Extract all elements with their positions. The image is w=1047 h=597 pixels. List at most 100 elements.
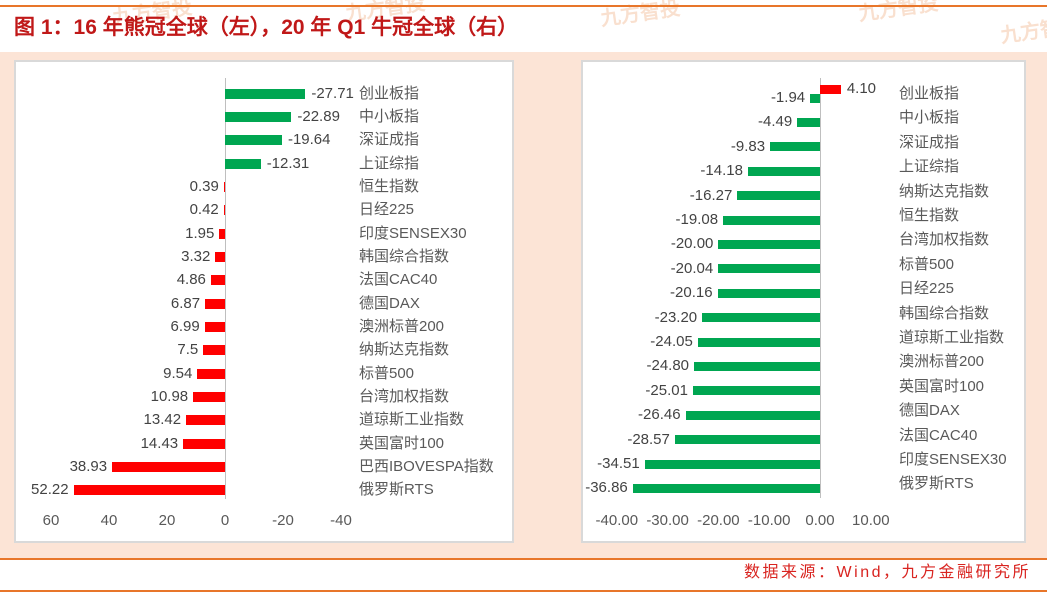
category-label: 俄罗斯RTS <box>359 481 434 499</box>
category-label: 英国富时100 <box>899 377 985 395</box>
value-label: -24.05 <box>650 333 693 350</box>
value-label: 7.5 <box>177 341 199 359</box>
value-label: 1.95 <box>185 224 215 242</box>
category-label: 上证综指 <box>359 154 420 172</box>
bar <box>747 166 820 176</box>
bar <box>225 111 292 122</box>
bar <box>219 228 225 239</box>
category-label: 台湾加权指数 <box>359 388 450 406</box>
zero-axis-line <box>820 78 821 498</box>
category-label: 中小板指 <box>359 107 420 125</box>
value-label: -23.20 <box>654 308 698 326</box>
category-label: 俄罗斯RTS <box>899 475 974 493</box>
category-label: 印度SENSEX30 <box>899 451 1007 468</box>
axis-tick-label: 40 <box>100 512 118 529</box>
value-label: 13.42 <box>143 411 182 429</box>
category-label: 澳洲标普200 <box>359 318 445 335</box>
bar <box>225 135 282 146</box>
value-label: -1.94 <box>770 89 806 106</box>
bar <box>797 117 820 127</box>
value-label: -25.01 <box>645 381 688 399</box>
bar <box>210 275 225 286</box>
value-label: -28.57 <box>627 430 670 448</box>
figure-title: 图 1：16 年熊冠全球（左），20 年 Q1 牛冠全球（右） <box>14 16 519 39</box>
category-label: 道琼斯工业指数 <box>899 329 1005 346</box>
value-label: -36.86 <box>585 479 628 497</box>
bar <box>697 337 820 347</box>
category-label: 日经225 <box>359 201 415 219</box>
value-label: 0.42 <box>189 201 219 219</box>
category-label: 创业板指 <box>359 84 420 102</box>
bar <box>225 88 306 99</box>
bar <box>737 191 820 201</box>
bar <box>632 483 820 493</box>
bar <box>197 368 225 379</box>
category-label: 德国DAX <box>899 402 960 420</box>
value-label: -4.49 <box>757 113 793 131</box>
bar <box>694 361 820 371</box>
bar <box>186 415 225 426</box>
axis-tick-label: 0 <box>220 512 230 529</box>
value-label: 4.86 <box>176 271 206 289</box>
bar <box>674 435 820 445</box>
right-chart-panel: 创业板指 4.10 -1.94 中小板指 -4.49 深证成指 -9.83 上证综指 -14.1… <box>581 60 1026 543</box>
value-label: -20.16 <box>670 284 713 302</box>
category-label: 巴西IBOVESPA指数 <box>359 458 494 476</box>
value-label: 6.87 <box>170 294 201 312</box>
value-label: 0.39 <box>189 177 219 195</box>
value-label: 6.99 <box>170 318 200 335</box>
value-label: -34.51 <box>597 455 640 472</box>
category-label: 恒生指数 <box>359 177 420 195</box>
bar <box>183 438 225 449</box>
category-label: 上证综指 <box>899 158 960 176</box>
bottom-divider-line <box>0 590 1047 592</box>
value-label: 9.54 <box>163 364 193 382</box>
bar <box>718 264 820 274</box>
axis-tick-label: 0.00 <box>805 512 835 529</box>
category-label: 恒生指数 <box>899 207 960 224</box>
bar <box>717 288 820 298</box>
zero-axis-line <box>225 78 226 499</box>
brand-watermark: 九方智投 <box>857 0 940 26</box>
bar <box>193 392 225 403</box>
axis-tick-label: 60 <box>42 512 60 529</box>
value-label: -20.00 <box>670 235 714 253</box>
category-label: 法国CAC40 <box>359 271 438 289</box>
category-label: 韩国综合指数 <box>899 304 990 322</box>
value-label: -14.18 <box>700 162 743 180</box>
value-label: -27.71 <box>311 84 354 102</box>
bar <box>685 410 820 420</box>
category-label: 创业板指 <box>899 85 960 102</box>
value-label: 4.10 <box>846 80 877 97</box>
value-label: 10.98 <box>150 388 189 406</box>
value-label: 3.32 <box>181 247 211 265</box>
category-label: 纳斯达克指数 <box>899 182 990 200</box>
category-label: 标普500 <box>899 255 955 273</box>
value-label: -26.46 <box>638 406 681 424</box>
source-divider-line <box>0 558 1047 560</box>
category-label: 印度SENSEX30 <box>359 224 467 242</box>
value-label: -19.64 <box>287 131 331 149</box>
bar <box>770 142 820 152</box>
brand-watermark: 九方智投 <box>999 14 1047 48</box>
bar <box>718 239 820 249</box>
value-label: -16.27 <box>689 186 733 204</box>
bar <box>204 322 225 332</box>
value-label: -12.31 <box>266 154 310 172</box>
bar <box>223 205 225 216</box>
bar <box>73 485 225 496</box>
bar <box>215 251 225 262</box>
axis-tick-label: -40.00 <box>595 512 639 529</box>
category-label: 韩国综合指数 <box>359 247 450 265</box>
category-label: 深证成指 <box>899 133 960 151</box>
category-label: 纳斯达克指数 <box>359 341 450 359</box>
bar <box>820 84 841 94</box>
axis-tick-label: 20 <box>158 512 176 529</box>
category-label: 英国富时100 <box>359 434 445 452</box>
category-label: 台湾加权指数 <box>899 231 990 249</box>
axis-tick-label: -20.00 <box>697 512 740 529</box>
category-label: 深证成指 <box>359 131 420 149</box>
axis-tick-label: -20 <box>272 512 294 529</box>
category-label: 中小板指 <box>899 109 960 127</box>
value-label: -20.04 <box>670 259 714 277</box>
